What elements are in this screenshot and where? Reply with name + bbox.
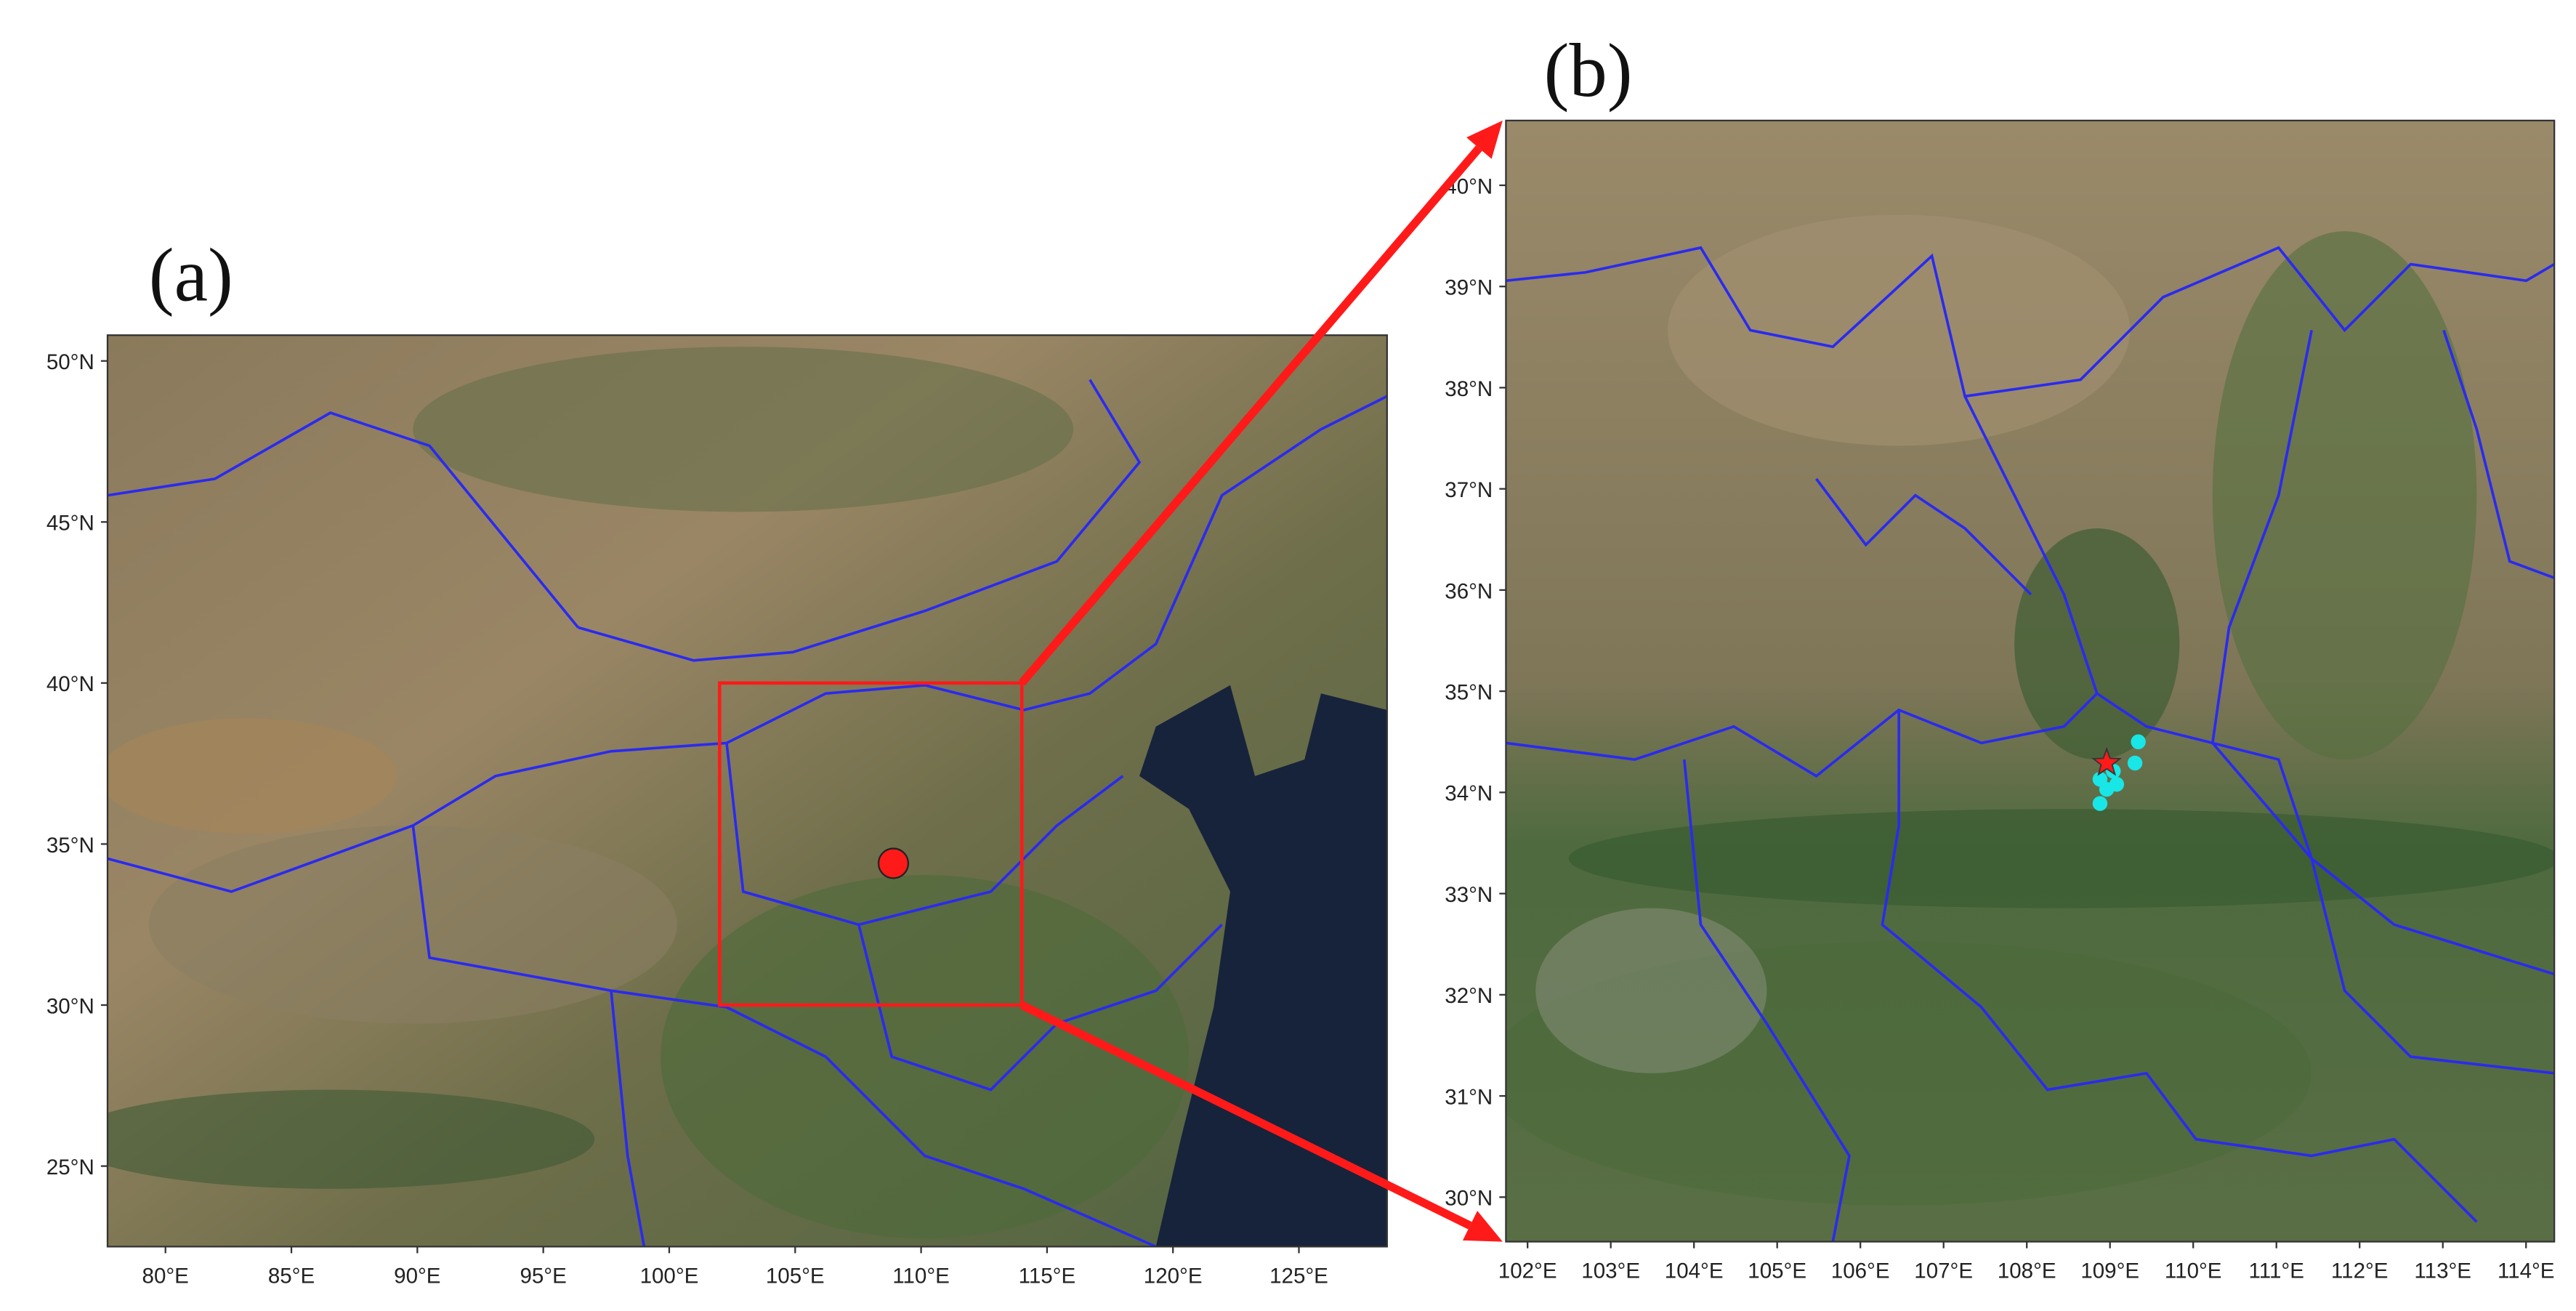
x-tick-label: 107°E bbox=[1914, 1259, 1973, 1283]
y-tick-label: 30°N bbox=[47, 994, 94, 1018]
station bbox=[2109, 777, 2125, 792]
panel-label: (b) bbox=[1544, 28, 1633, 113]
y-tick-label: 50°N bbox=[47, 350, 94, 374]
x-tick-label: 111°E bbox=[2249, 1259, 2304, 1283]
station bbox=[2092, 796, 2108, 811]
y-tick-label: 39°N bbox=[1445, 276, 1493, 300]
map-a-frame bbox=[106, 334, 1388, 1248]
x-tick-label: 113°E bbox=[2414, 1259, 2471, 1283]
x-tick-label: 85°E bbox=[268, 1264, 315, 1288]
x-tick-label: 105°E bbox=[1748, 1259, 1806, 1283]
panel-label: (a) bbox=[149, 233, 233, 318]
y-tick-label: 38°N bbox=[1445, 377, 1493, 401]
x-tick-label: 80°E bbox=[142, 1264, 189, 1288]
x-tick-label: 108°E bbox=[1998, 1259, 2056, 1283]
arrow-head bbox=[1466, 120, 1503, 159]
arrow-head bbox=[1462, 1211, 1503, 1242]
zoom-arrow bbox=[1020, 1001, 1472, 1230]
x-tick-label: 112°E bbox=[2331, 1259, 2389, 1283]
map-b-frame bbox=[1505, 119, 2556, 1243]
y-tick-label: 37°N bbox=[1445, 478, 1493, 502]
x-tick-label: 109°E bbox=[2080, 1259, 2139, 1283]
site-marker bbox=[877, 847, 910, 879]
x-tick-label: 102°E bbox=[1498, 1259, 1557, 1283]
y-tick-label: 25°N bbox=[47, 1155, 94, 1179]
map-b-background bbox=[1506, 120, 2555, 1242]
x-tick-label: 110°E bbox=[892, 1264, 950, 1288]
zoom-box bbox=[718, 681, 1024, 1007]
y-tick-label: 36°N bbox=[1445, 579, 1493, 603]
y-tick-label: 32°N bbox=[1445, 984, 1493, 1008]
x-tick-label: 90°E bbox=[394, 1264, 440, 1288]
x-tick-label: 115°E bbox=[1019, 1264, 1076, 1288]
x-tick-label: 110°E bbox=[2165, 1259, 2222, 1283]
y-tick-label: 31°N bbox=[1445, 1085, 1493, 1109]
map-a-background bbox=[107, 335, 1387, 1247]
station bbox=[2127, 755, 2143, 771]
x-tick-label: 95°E bbox=[520, 1264, 566, 1288]
y-tick-label: 35°N bbox=[1445, 681, 1493, 705]
y-tick-label: 40°N bbox=[47, 672, 94, 696]
x-tick-label: 104°E bbox=[1665, 1259, 1724, 1283]
zoom-arrow bbox=[1018, 145, 1482, 686]
x-tick-label: 105°E bbox=[766, 1264, 825, 1288]
y-tick-label: 34°N bbox=[1445, 782, 1493, 806]
x-tick-label: 106°E bbox=[1831, 1259, 1890, 1283]
x-tick-label: 103°E bbox=[1581, 1259, 1640, 1283]
station bbox=[2131, 734, 2146, 749]
y-tick-label: 35°N bbox=[47, 834, 94, 858]
y-tick-label: 30°N bbox=[1445, 1187, 1493, 1211]
x-tick-label: 120°E bbox=[1144, 1264, 1203, 1288]
y-tick-label: 33°N bbox=[1445, 883, 1493, 907]
x-tick-label: 114°E bbox=[2498, 1259, 2555, 1283]
x-tick-label: 100°E bbox=[640, 1264, 699, 1288]
y-tick-label: 45°N bbox=[47, 512, 94, 536]
site-star bbox=[2091, 746, 2122, 776]
x-tick-label: 125°E bbox=[1269, 1264, 1328, 1288]
